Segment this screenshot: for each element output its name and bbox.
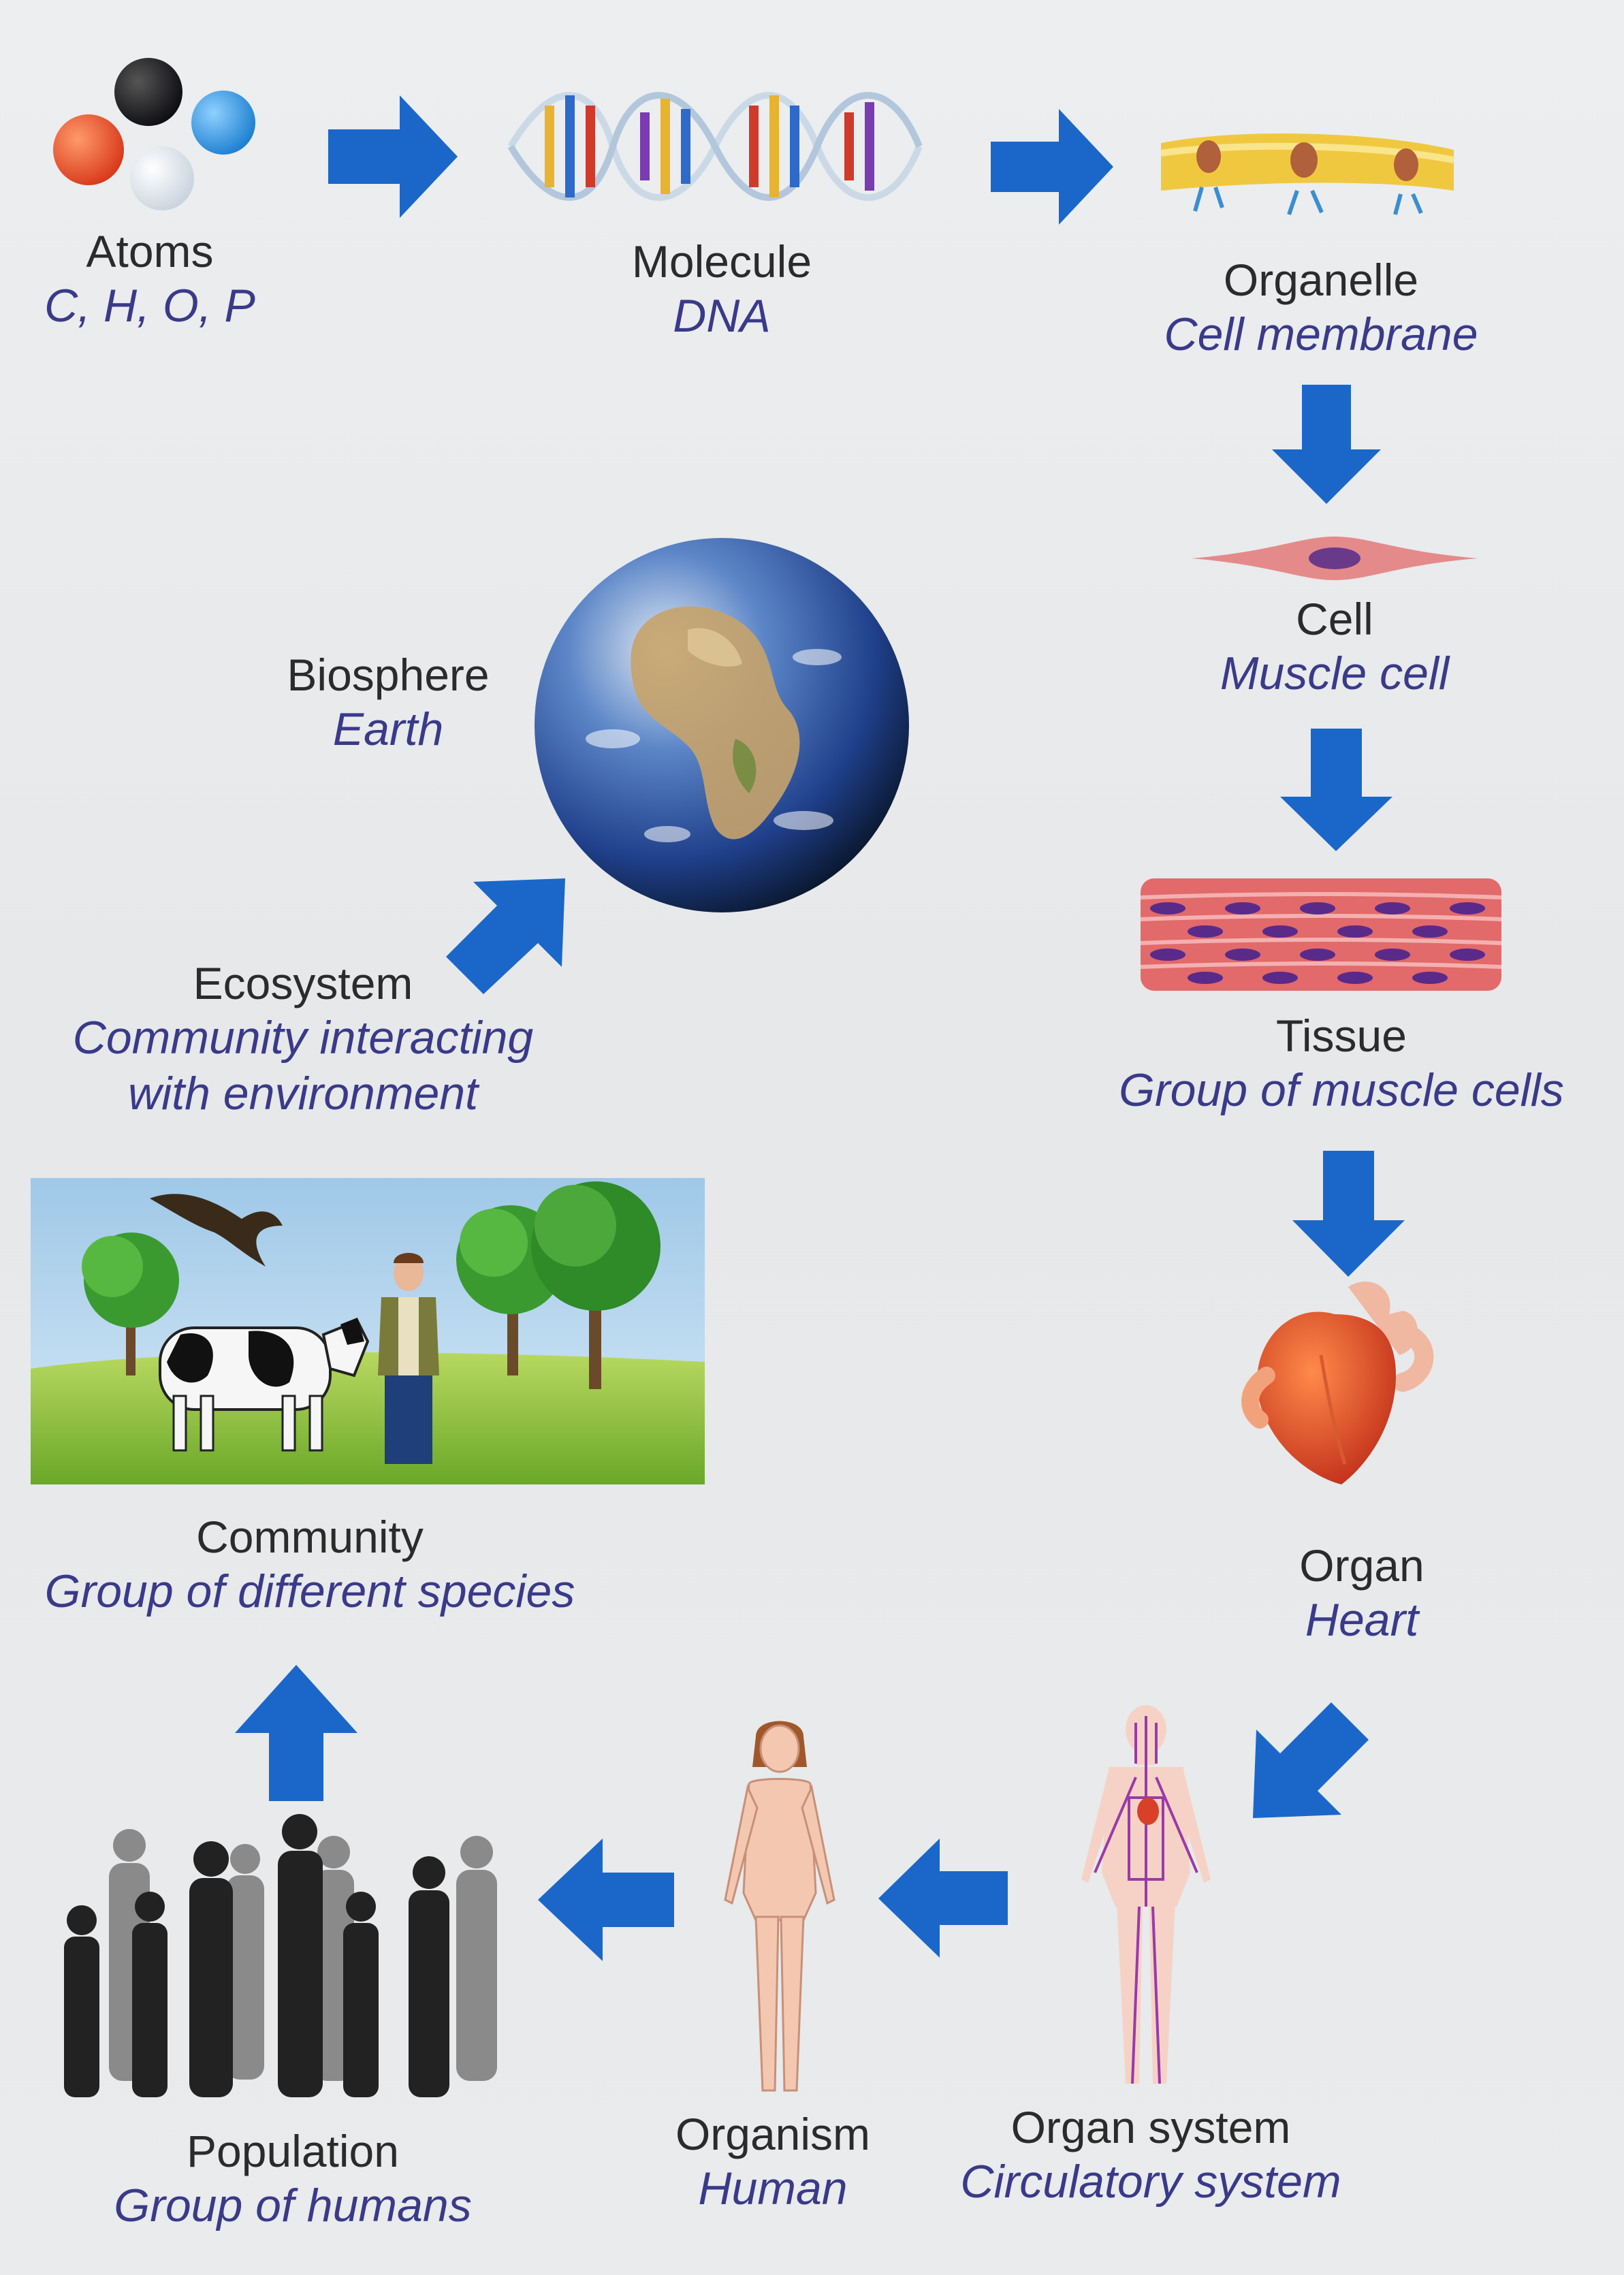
level-organ-system: Organ system Circulatory system	[919, 2101, 1382, 2210]
level-biosphere: Biosphere Earth	[252, 648, 524, 758]
level-example: Group of humans	[114, 2180, 472, 2232]
level-name: Organ system	[1010, 2102, 1291, 2152]
level-name: Organelle	[1223, 255, 1419, 305]
level-example: Group of muscle cells	[1119, 1064, 1564, 1117]
arrow-down-left-icon	[1253, 1702, 1369, 1818]
earth-globe	[535, 538, 909, 912]
arrow-down-icon	[1280, 729, 1392, 851]
level-example: Muscle cell	[1220, 648, 1450, 700]
arrow-left-icon	[538, 1839, 674, 1961]
level-name: Tissue	[1276, 1011, 1407, 1061]
level-name: Community	[196, 1512, 424, 1562]
arrow-left-icon	[878, 1839, 1008, 1958]
level-name: Population	[187, 2126, 399, 2176]
level-name: Organism	[675, 2109, 871, 2159]
level-name: Ecosystem	[193, 958, 413, 1008]
level-molecule: Molecule DNA	[586, 235, 858, 345]
level-community: Community Group of different species	[0, 1510, 620, 1620]
level-example: Cell membrane	[1164, 308, 1478, 361]
level-example: Earth	[332, 703, 444, 756]
community-scene	[31, 1178, 705, 1484]
level-name: Atoms	[86, 226, 214, 276]
level-tissue: Tissue Group of muscle cells	[1083, 1009, 1600, 1119]
human-icon	[724, 1721, 835, 2092]
level-ecosystem: Ecosystem Community interacting with env…	[20, 957, 586, 1121]
level-name: Molecule	[631, 236, 812, 287]
level-example: DNA	[673, 290, 771, 343]
level-example: Group of different species	[44, 1565, 575, 1618]
level-name: Organ	[1299, 1540, 1424, 1591]
level-cell: Cell Muscle cell	[1158, 592, 1512, 702]
level-organ: Organ Heart	[1226, 1539, 1498, 1649]
level-example: Human	[698, 2163, 848, 2215]
level-name: Cell	[1296, 594, 1373, 644]
level-example: with environment	[127, 1067, 479, 1119]
crowd-icon	[64, 1814, 497, 2097]
level-name: Biosphere	[287, 650, 490, 700]
arrow-up-right-icon	[446, 878, 565, 994]
level-example: C, H, O, P	[44, 280, 255, 332]
arrow-down-icon	[1292, 1151, 1405, 1277]
level-organism: Organism Human	[640, 2107, 906, 2217]
dna-icon	[507, 92, 923, 201]
circulatory-system-icon	[1081, 1705, 1211, 2084]
atoms-icon	[53, 58, 255, 210]
muscle-tissue-icon	[1140, 878, 1502, 991]
level-population: Population Group of humans	[41, 2125, 545, 2234]
arrow-up-icon	[235, 1665, 357, 1801]
level-organelle: Organelle Cell membrane	[1117, 253, 1525, 363]
cell-membrane-icon	[1160, 133, 1454, 215]
arrow-right-icon	[991, 109, 1113, 225]
level-atoms: Atoms C, H, O, P	[14, 225, 286, 334]
level-example: Heart	[1305, 1594, 1419, 1646]
muscle-cell-icon	[1192, 537, 1478, 580]
level-example: Community interacting	[72, 1012, 534, 1064]
arrow-down-icon	[1272, 385, 1381, 504]
arrow-right-icon	[328, 95, 458, 218]
heart-icon	[1241, 1282, 1434, 1484]
level-example: Circulatory system	[960, 2156, 1341, 2208]
